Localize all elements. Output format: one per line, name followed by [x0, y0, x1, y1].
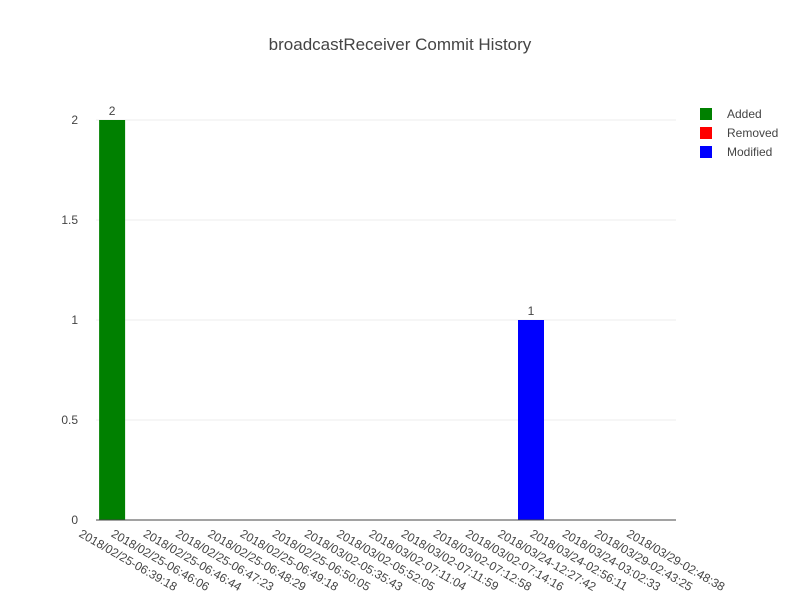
- legend-item-removed[interactable]: Removed: [700, 126, 778, 140]
- legend-label: Modified: [727, 145, 772, 159]
- legend-item-added[interactable]: Added: [700, 107, 762, 121]
- y-tick-label: 1.5: [61, 213, 78, 227]
- bar-added[interactable]: [99, 120, 126, 520]
- data-labels: 21: [109, 104, 535, 318]
- bar-modified[interactable]: [518, 320, 544, 520]
- bars: [99, 120, 544, 520]
- legend-swatch: [700, 127, 712, 139]
- y-tick-label: 0.5: [61, 413, 78, 427]
- y-axis-ticks: 0 0.5 1 1.5 2: [61, 113, 78, 527]
- data-label: 2: [109, 104, 116, 118]
- legend-swatch: [700, 108, 712, 120]
- data-label: 1: [528, 304, 535, 318]
- y-tick-label: 2: [71, 113, 78, 127]
- chart-title: broadcastReceiver Commit History: [269, 35, 532, 54]
- gridlines: [96, 119, 676, 421]
- y-tick-label: 1: [71, 313, 78, 327]
- legend-label: Removed: [727, 126, 778, 140]
- x-axis-ticks: 2018/02/25-06:39:182018/02/25-06:46:0620…: [77, 526, 728, 594]
- legend[interactable]: Added Removed Modified: [700, 107, 778, 159]
- legend-item-modified[interactable]: Modified: [700, 145, 772, 159]
- legend-label: Added: [727, 107, 762, 121]
- legend-swatch: [700, 146, 712, 158]
- y-tick-label: 0: [71, 513, 78, 527]
